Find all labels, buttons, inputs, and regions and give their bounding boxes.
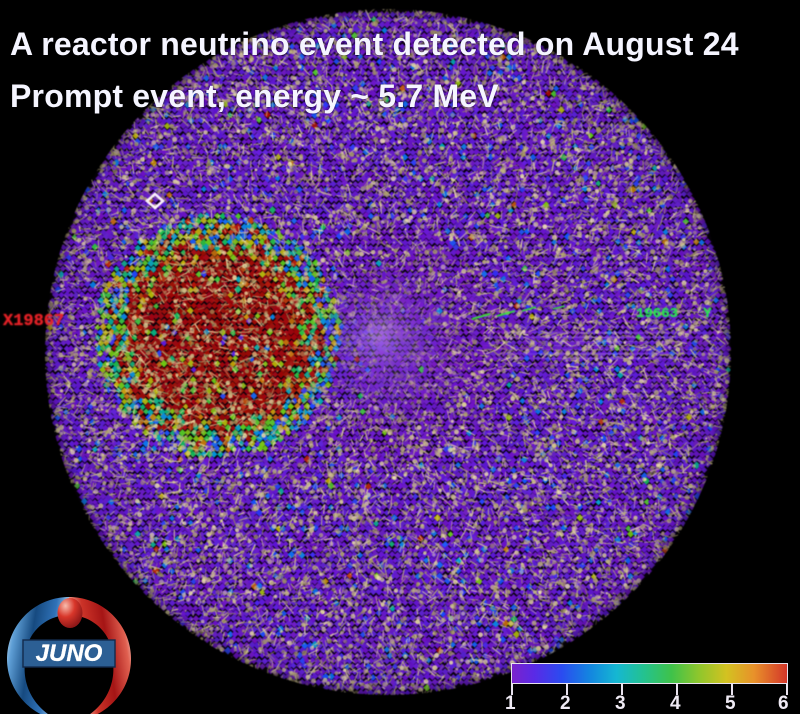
svg-text:JUNO: JUNO	[36, 640, 103, 667]
